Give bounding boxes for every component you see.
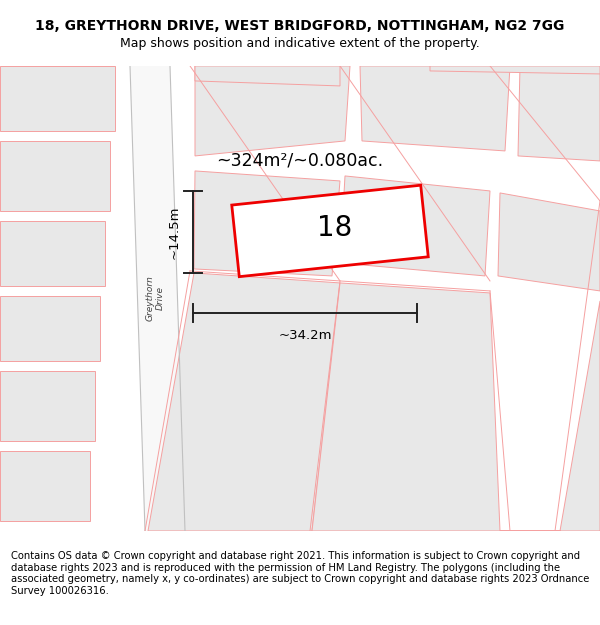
- Polygon shape: [0, 296, 100, 361]
- Polygon shape: [312, 283, 500, 531]
- Polygon shape: [518, 66, 600, 161]
- Polygon shape: [430, 66, 600, 74]
- Polygon shape: [195, 66, 350, 156]
- Text: ~34.2m: ~34.2m: [278, 329, 332, 342]
- Polygon shape: [148, 273, 340, 531]
- Polygon shape: [340, 176, 490, 276]
- Text: 18, GREYTHORN DRIVE, WEST BRIDGFORD, NOTTINGHAM, NG2 7GG: 18, GREYTHORN DRIVE, WEST BRIDGFORD, NOT…: [35, 19, 565, 33]
- Polygon shape: [0, 451, 90, 521]
- Polygon shape: [130, 66, 185, 531]
- Text: Contains OS data © Crown copyright and database right 2021. This information is : Contains OS data © Crown copyright and d…: [11, 551, 589, 596]
- Text: Map shows position and indicative extent of the property.: Map shows position and indicative extent…: [120, 38, 480, 50]
- Polygon shape: [195, 66, 340, 86]
- Polygon shape: [0, 371, 95, 441]
- Polygon shape: [0, 221, 105, 286]
- Text: ~14.5m: ~14.5m: [168, 205, 181, 259]
- Text: Greythorn
Drive: Greythorn Drive: [145, 276, 164, 321]
- Polygon shape: [0, 66, 115, 131]
- Polygon shape: [194, 171, 340, 276]
- Polygon shape: [0, 141, 110, 211]
- Polygon shape: [232, 185, 428, 277]
- Text: 18: 18: [317, 214, 353, 242]
- Polygon shape: [500, 301, 600, 531]
- Polygon shape: [498, 193, 600, 291]
- Polygon shape: [360, 66, 510, 151]
- Text: ~324m²/~0.080ac.: ~324m²/~0.080ac.: [217, 152, 383, 170]
